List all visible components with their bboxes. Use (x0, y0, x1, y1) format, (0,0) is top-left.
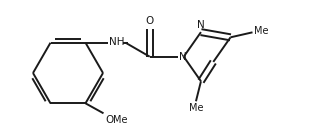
Text: Me: Me (253, 26, 268, 36)
Text: Me: Me (114, 115, 128, 125)
Text: N: N (179, 52, 186, 62)
Text: O: O (146, 16, 154, 26)
Text: N: N (197, 20, 205, 30)
Text: Me: Me (189, 103, 203, 113)
Text: O: O (106, 115, 114, 125)
Text: NH: NH (109, 37, 125, 47)
